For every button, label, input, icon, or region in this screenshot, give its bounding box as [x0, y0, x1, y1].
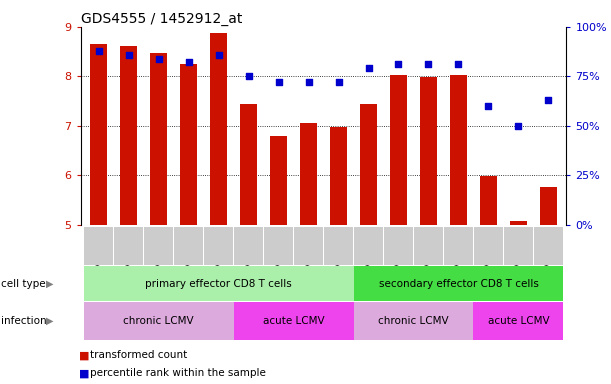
Text: ■: ■: [79, 350, 90, 360]
Text: GDS4555 / 1452912_at: GDS4555 / 1452912_at: [81, 12, 242, 26]
Text: acute LCMV: acute LCMV: [488, 316, 549, 326]
Point: [274, 79, 284, 85]
Text: percentile rank within the sample: percentile rank within the sample: [90, 368, 266, 378]
Bar: [150, 53, 167, 225]
Text: chronic LCMV: chronic LCMV: [123, 316, 194, 326]
Text: chronic LCMV: chronic LCMV: [378, 316, 449, 326]
Bar: [210, 33, 227, 225]
Bar: [331, 127, 347, 225]
Point: [513, 123, 523, 129]
Point: [244, 73, 254, 79]
Text: acute LCMV: acute LCMV: [263, 316, 324, 326]
Text: primary effector CD8 T cells: primary effector CD8 T cells: [145, 278, 292, 289]
Point: [453, 61, 463, 68]
Point: [184, 60, 194, 66]
Bar: [540, 187, 557, 225]
Point: [124, 51, 134, 58]
Point: [364, 65, 373, 71]
Point: [304, 79, 313, 85]
Bar: [120, 46, 137, 225]
Bar: [270, 136, 287, 225]
Point: [544, 97, 554, 103]
Text: transformed count: transformed count: [90, 350, 188, 360]
Text: infection: infection: [1, 316, 47, 326]
Text: secondary effector CD8 T cells: secondary effector CD8 T cells: [379, 278, 538, 289]
Bar: [510, 221, 527, 225]
Text: ▶: ▶: [46, 278, 53, 289]
Bar: [390, 75, 407, 225]
Bar: [480, 176, 497, 225]
Bar: [90, 44, 107, 225]
Point: [483, 103, 493, 109]
Bar: [360, 104, 377, 225]
Point: [214, 51, 224, 58]
Text: ▶: ▶: [46, 316, 53, 326]
Bar: [420, 77, 437, 225]
Bar: [300, 123, 316, 225]
Point: [393, 61, 403, 68]
Point: [334, 79, 343, 85]
Point: [423, 61, 433, 68]
Text: ■: ■: [79, 368, 90, 378]
Point: [93, 48, 103, 54]
Bar: [240, 104, 257, 225]
Bar: [180, 64, 197, 225]
Bar: [450, 75, 467, 225]
Point: [154, 55, 164, 61]
Text: cell type: cell type: [1, 278, 46, 289]
